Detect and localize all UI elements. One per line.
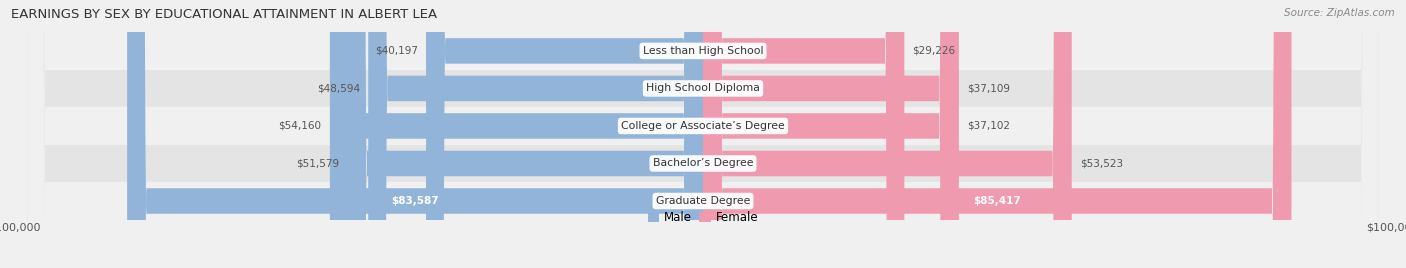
- FancyBboxPatch shape: [28, 0, 1378, 268]
- Text: Graduate Degree: Graduate Degree: [655, 196, 751, 206]
- FancyBboxPatch shape: [28, 0, 1378, 268]
- Text: $29,226: $29,226: [912, 46, 956, 56]
- Text: High School Diploma: High School Diploma: [647, 83, 759, 94]
- FancyBboxPatch shape: [347, 0, 703, 268]
- FancyBboxPatch shape: [703, 0, 959, 268]
- FancyBboxPatch shape: [703, 0, 904, 268]
- Text: $85,417: $85,417: [973, 196, 1021, 206]
- Legend: Male, Female: Male, Female: [643, 206, 763, 229]
- Text: $83,587: $83,587: [391, 196, 439, 206]
- FancyBboxPatch shape: [28, 0, 1378, 268]
- FancyBboxPatch shape: [28, 0, 1378, 268]
- Text: $48,594: $48,594: [316, 83, 360, 94]
- Text: College or Associate’s Degree: College or Associate’s Degree: [621, 121, 785, 131]
- Text: $51,579: $51,579: [297, 158, 339, 169]
- FancyBboxPatch shape: [127, 0, 703, 268]
- FancyBboxPatch shape: [703, 0, 959, 268]
- Text: $40,197: $40,197: [375, 46, 418, 56]
- Text: Less than High School: Less than High School: [643, 46, 763, 56]
- FancyBboxPatch shape: [426, 0, 703, 268]
- Text: $53,523: $53,523: [1080, 158, 1123, 169]
- Text: $37,109: $37,109: [967, 83, 1010, 94]
- Text: Bachelor’s Degree: Bachelor’s Degree: [652, 158, 754, 169]
- FancyBboxPatch shape: [28, 0, 1378, 268]
- FancyBboxPatch shape: [703, 0, 1071, 268]
- FancyBboxPatch shape: [703, 0, 1292, 268]
- Text: $54,160: $54,160: [278, 121, 322, 131]
- FancyBboxPatch shape: [330, 0, 703, 268]
- Text: $37,102: $37,102: [967, 121, 1010, 131]
- FancyBboxPatch shape: [368, 0, 703, 268]
- Text: EARNINGS BY SEX BY EDUCATIONAL ATTAINMENT IN ALBERT LEA: EARNINGS BY SEX BY EDUCATIONAL ATTAINMEN…: [11, 8, 437, 21]
- Text: Source: ZipAtlas.com: Source: ZipAtlas.com: [1284, 8, 1395, 18]
